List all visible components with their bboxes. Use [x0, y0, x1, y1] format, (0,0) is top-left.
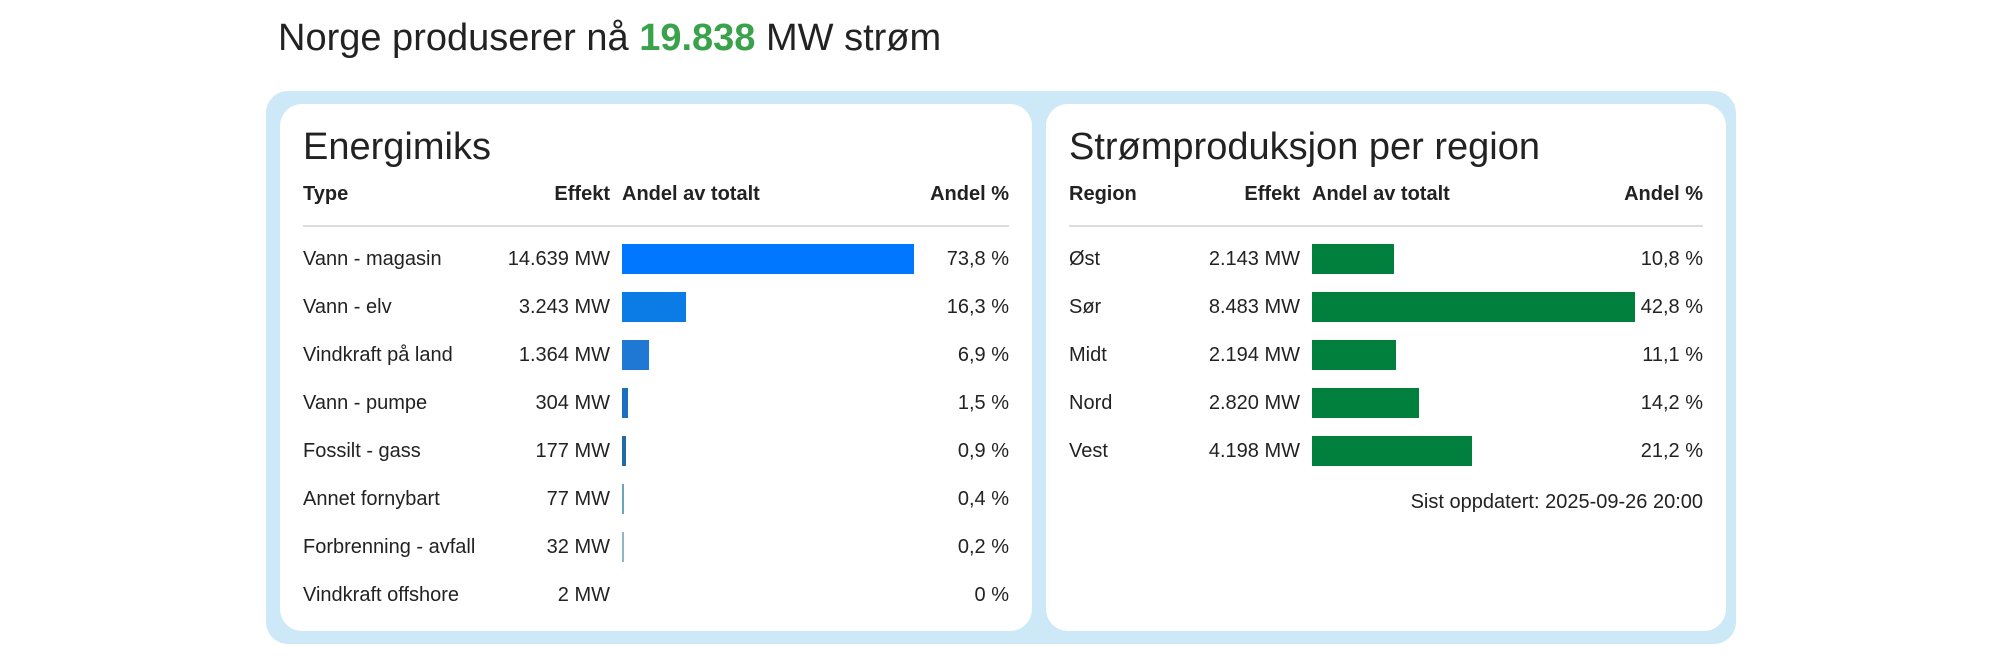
- energy-type: Forbrenning - avfall: [303, 536, 476, 558]
- energy-type: Vann - elv: [303, 296, 392, 318]
- col-header-effect: Effekt: [554, 183, 610, 205]
- energy-effect: 2 MW: [557, 584, 610, 606]
- region-table-header: Region Effekt Andel av totalt Andel %: [1069, 183, 1703, 215]
- energy-share-pct: 0 %: [974, 584, 1009, 606]
- energy-type: Vann - magasin: [303, 248, 442, 270]
- share-bar: [622, 244, 914, 274]
- energy-effect: 177 MW: [535, 440, 610, 462]
- energy-share-pct: 16,3 %: [946, 296, 1009, 318]
- energy-type: Vindkraft offshore: [303, 584, 460, 606]
- table-row: Vann - magasin 14.639 MW 73,8 %: [303, 235, 1009, 283]
- region-share-pct: 10,8 %: [1640, 248, 1703, 270]
- energy-type: Vindkraft på land: [303, 344, 453, 366]
- region-share-pct: 21,2 %: [1640, 440, 1703, 462]
- region-header-divider: [1069, 225, 1703, 227]
- region-effect: 2.820 MW: [1208, 392, 1300, 414]
- table-row: Vann - elv 3.243 MW 16,3 %: [303, 283, 1009, 331]
- energy-type: Annet fornybart: [303, 488, 440, 510]
- share-bar: [1312, 340, 1396, 370]
- energy-share-pct: 6,9 %: [957, 344, 1009, 366]
- col-header-region: Region: [1069, 183, 1137, 205]
- headline-prefix: Norge produserer nå: [278, 17, 629, 59]
- col-header-share-bar: Andel av totalt: [622, 183, 760, 205]
- energy-type: Fossilt - gass: [303, 440, 421, 462]
- energy-share-pct: 0,2 %: [957, 536, 1009, 558]
- energy-mix-card: Energimiks Type Effekt Andel av totalt A…: [280, 104, 1032, 631]
- region-share-pct: 14,2 %: [1640, 392, 1703, 414]
- energy-effect: 1.364 MW: [518, 344, 610, 366]
- energy-share-pct: 0,9 %: [957, 440, 1009, 462]
- energy-mix-header-divider: [303, 225, 1009, 227]
- table-row: Øst 2.143 MW 10,8 %: [1069, 235, 1703, 283]
- region-title: Strømproduksjon per region: [1069, 126, 1540, 168]
- col-header-share-pct: Andel %: [1624, 183, 1703, 205]
- table-row: Annet fornybart 77 MW 0,4 %: [303, 475, 1009, 523]
- share-bar: [622, 388, 628, 418]
- region-name: Øst: [1069, 248, 1101, 270]
- share-bar: [622, 340, 650, 370]
- region-name: Nord: [1069, 392, 1113, 414]
- table-row: Vann - pumpe 304 MW 1,5 %: [303, 379, 1009, 427]
- table-row: Sør 8.483 MW 42,8 %: [1069, 283, 1703, 331]
- share-bar: [1312, 388, 1420, 418]
- col-header-effect: Effekt: [1244, 183, 1300, 205]
- table-row: Vest 4.198 MW 21,2 %: [1069, 427, 1703, 475]
- share-bar: [622, 484, 624, 514]
- energy-effect: 14.639 MW: [507, 248, 610, 270]
- region-name: Sør: [1069, 296, 1102, 318]
- energy-mix-title: Energimiks: [303, 126, 491, 168]
- region-name: Midt: [1069, 344, 1107, 366]
- col-header-share-bar: Andel av totalt: [1312, 183, 1450, 205]
- page-headline: Norge produserer nå 19.838 MW strøm: [278, 10, 941, 66]
- energy-effect: 304 MW: [535, 392, 610, 414]
- headline-suffix: MW strøm: [766, 17, 942, 59]
- col-header-share-pct: Andel %: [930, 183, 1009, 205]
- region-effect: 2.194 MW: [1208, 344, 1300, 366]
- energy-effect: 3.243 MW: [518, 296, 610, 318]
- share-bar: [622, 436, 626, 466]
- table-row: Vindkraft på land 1.364 MW 6,9 %: [303, 331, 1009, 379]
- col-header-type: Type: [303, 183, 349, 205]
- table-row: Fossilt - gass 177 MW 0,9 %: [303, 427, 1009, 475]
- share-bar: [1312, 292, 1635, 322]
- region-effect: 2.143 MW: [1208, 248, 1300, 270]
- region-effect: 8.483 MW: [1208, 296, 1300, 318]
- energy-effect: 77 MW: [546, 488, 610, 510]
- table-row: Midt 2.194 MW 11,1 %: [1069, 331, 1703, 379]
- energy-type: Vann - pumpe: [303, 392, 428, 414]
- region-share-pct: 11,1 %: [1642, 344, 1703, 366]
- region-name: Vest: [1069, 440, 1108, 462]
- table-row: Vindkraft offshore 2 MW 0 %: [303, 571, 1009, 619]
- share-bar: [622, 292, 687, 322]
- table-row: Forbrenning - avfall 32 MW 0,2 %: [303, 523, 1009, 571]
- energy-share-pct: 73,8 %: [946, 248, 1009, 270]
- region-effect: 4.198 MW: [1208, 440, 1300, 462]
- energy-share-pct: 0,4 %: [957, 488, 1009, 510]
- energy-mix-table-header: Type Effekt Andel av totalt Andel %: [303, 183, 1009, 215]
- table-row: Nord 2.820 MW 14,2 %: [1069, 379, 1703, 427]
- headline-total-value: 19.838: [639, 17, 756, 59]
- energy-share-pct: 1,5 %: [957, 392, 1009, 414]
- share-bar: [622, 532, 624, 562]
- share-bar: [1312, 436, 1472, 466]
- region-share-pct: 42,8 %: [1640, 296, 1703, 318]
- share-bar: [1312, 244, 1394, 274]
- last-updated-text: Sist oppdatert: 2025-09-26 20:00: [1410, 491, 1703, 513]
- energy-effect: 32 MW: [546, 536, 610, 558]
- dashboard-frame: Energimiks Type Effekt Andel av totalt A…: [266, 91, 1736, 644]
- region-card: Strømproduksjon per region Region Effekt…: [1046, 104, 1726, 631]
